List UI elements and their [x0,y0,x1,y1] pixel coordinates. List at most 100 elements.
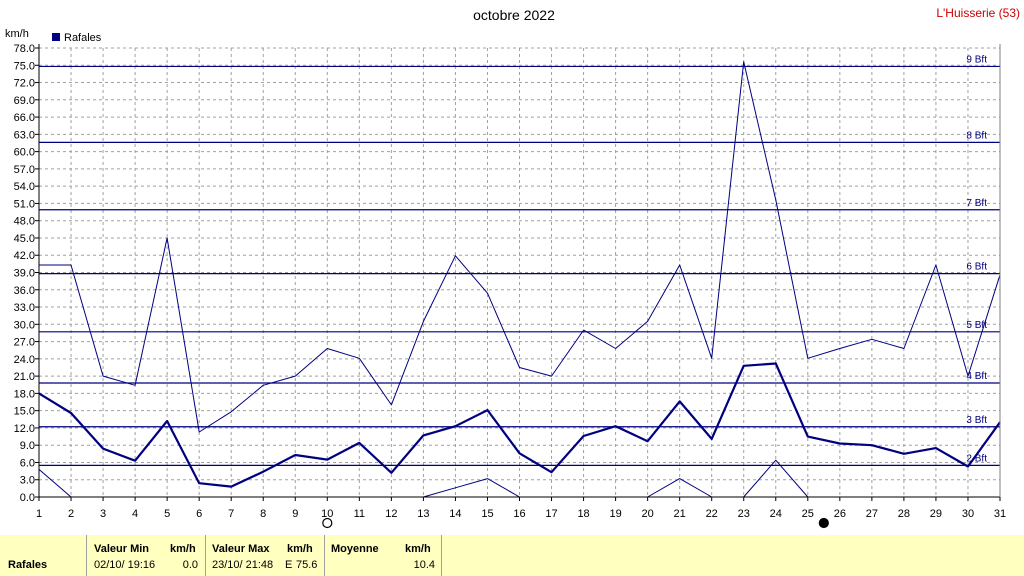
wind-chart: 2 Bft 3 Bft 4 Bft 5 Bft 6 Bft 7 Bft 8 Bft 9 Bft… [5,6,1020,529]
legend-swatch [52,33,60,41]
x-tick-label: 9 [292,508,298,520]
x-tick-label: 2 [68,508,74,520]
x-tick-label: 21 [674,508,686,520]
footer-row-label: Rafales [8,559,48,571]
series-line-min [38,469,72,498]
min-value: 0.0 [182,559,198,571]
y-tick-label: 21.0 [14,371,35,383]
series-line-min [423,478,520,498]
full-moon-icon [322,517,333,529]
x-tick-label: 8 [260,508,266,520]
y-tick-label: 63.0 [14,129,35,141]
y-tick-label: 51.0 [14,198,35,210]
y-tick-label: 75.0 [14,60,35,72]
y-tick-label: 66.0 [14,112,35,124]
footer-divider [441,535,442,576]
x-tick-label: 11 [354,508,365,520]
chart-grid [38,47,1001,498]
beaufort-label: 9 Bft [966,54,987,65]
beaufort-label: 3 Bft [966,415,987,426]
y-tick-label: 60.0 [14,147,35,159]
x-tick-label: 28 [898,508,910,520]
x-tick-label: 3 [100,508,106,520]
x-tick-label: 24 [770,508,782,520]
x-tick-label: 15 [481,508,493,520]
y-tick-label: 3.0 [20,475,35,487]
beaufort-label: 8 Bft [966,130,987,141]
y-tick-label: 30.0 [14,319,35,331]
y-axis-unit: km/h [5,28,29,40]
beaufort-label: 2 Bft [966,453,987,464]
y-tick-label: 9.0 [20,440,35,452]
chart-title: octobre 2022 [473,7,555,23]
chart-axes [35,44,1001,501]
footer-divider [86,535,87,576]
y-tick-label: 27.0 [14,337,35,349]
x-tick-label: 16 [513,508,525,520]
x-tick-label: 26 [834,508,846,520]
y-tick-label: 42.0 [14,250,35,262]
x-tick-label: 7 [228,508,234,520]
max-unit: km/h [287,543,313,555]
max-value: 75.6 [296,559,318,571]
y-tick-label: 0.0 [20,492,35,504]
beaufort-lines: 2 Bft 3 Bft 4 Bft 5 Bft 6 Bft 7 Bft 8 Bft 9 Bft [39,54,1000,466]
x-tick-label: 23 [738,508,750,520]
beaufort-label: 7 Bft [966,198,987,209]
y-tick-label: 12.0 [14,423,35,435]
y-tick-labels: 0.0 3.0 6.0 9.0 12.0 15.0 18.0 21.0 24.0 27.0 30.0… [14,43,35,504]
x-tick-label: 1 [36,508,42,520]
min-date: 02/10/ 19:16 [94,559,156,571]
x-tick-label: 29 [930,508,942,520]
y-tick-label: 39.0 [14,268,35,280]
x-tick-label: 17 [545,508,557,520]
y-tick-label: 6.0 [20,457,35,469]
series-line-mean [38,362,1001,488]
y-tick-label: 48.0 [14,216,35,228]
max-date: 23/10/ 21:48 [212,559,274,571]
y-tick-label: 33.0 [14,302,35,314]
station-name: L'Huisserie (53) [936,6,1020,20]
series-line-max [39,61,1001,433]
x-tick-labels: 1 2 3 4 5 6 7 8 9 10 11 12 13 14 15 16 17 18 19 20 21 22 23 24 2… [36,508,1006,520]
footer-divider [205,535,206,576]
x-tick-label: 18 [577,508,589,520]
mean-unit: km/h [405,543,431,555]
x-tick-label: 4 [132,508,138,520]
x-tick-label: 6 [196,508,202,520]
legend-label: Rafales [64,32,102,44]
moon-phases [322,517,829,529]
x-tick-label: 12 [385,508,397,520]
min-unit: km/h [170,543,196,555]
x-tick-label: 30 [962,508,974,520]
y-tick-label: 69.0 [14,95,35,107]
x-tick-label: 25 [802,508,814,520]
x-tick-label: 22 [706,508,718,520]
y-tick-label: 57.0 [14,164,35,176]
footer-divider [324,535,325,576]
x-tick-label: 13 [417,508,429,520]
new-moon-icon [818,517,829,529]
beaufort-label: 4 Bft [966,371,987,382]
max-header: Valeur Max [212,543,270,555]
mean-header: Moyenne [331,543,379,555]
x-tick-label: 10 [321,508,333,520]
y-tick-label: 24.0 [14,354,35,366]
x-tick-label: 5 [164,508,170,520]
y-tick-label: 72.0 [14,78,35,90]
y-tick-label: 54.0 [14,181,35,193]
max-direction: E [285,559,293,571]
y-tick-label: 78.0 [14,43,35,55]
beaufort-label: 5 Bft [966,320,987,331]
x-tick-label: 19 [609,508,621,520]
min-header: Valeur Min [94,543,150,555]
y-tick-label: 36.0 [14,285,35,297]
y-tick-label: 18.0 [14,388,35,400]
beaufort-label: 6 Bft [966,262,987,273]
y-tick-label: 45.0 [14,233,35,245]
x-tick-label: 31 [994,508,1006,520]
y-tick-label: 15.0 [14,406,35,418]
stats-footer: Rafales Valeur Min km/h 02/10/ 19:16 0.0… [0,535,1024,576]
x-tick-label: 20 [642,508,654,520]
mean-value: 10.4 [413,559,435,571]
